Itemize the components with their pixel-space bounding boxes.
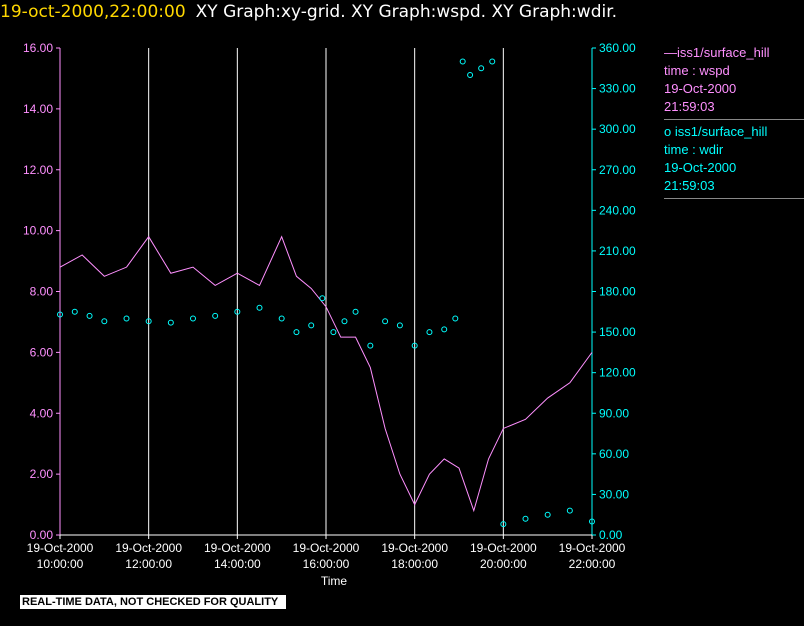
data-point-wdir <box>256 304 263 311</box>
x-tick-label-time: 20:00:00 <box>480 557 527 571</box>
x-tick-label-date: 19-Oct-2000 <box>381 541 448 555</box>
x-tick-label-time: 18:00:00 <box>391 557 438 571</box>
y-left-tick-label: 14.00 <box>23 102 53 116</box>
y-right-tick-label: 120.00 <box>599 366 636 380</box>
legend-wspd-time: 21:59:03 <box>664 99 715 114</box>
data-point-wdir <box>544 511 551 518</box>
data-point-wdir <box>467 72 474 79</box>
data-point-wdir <box>57 311 63 318</box>
data-point-wdir <box>123 315 130 322</box>
data-point-wdir <box>459 58 466 65</box>
data-point-wdir <box>71 308 78 315</box>
data-point-wdir <box>382 318 389 325</box>
legend-wdir-time: 21:59:03 <box>664 178 715 193</box>
legend-wdir-var: time : wdir <box>664 142 724 157</box>
y-left-tick-label: 0.00 <box>30 528 54 542</box>
y-left-tick-label: 10.00 <box>23 224 53 238</box>
data-point-wdir <box>190 315 196 322</box>
legend-wspd-name: iss1/surface_hill <box>677 45 770 60</box>
data-point-wdir <box>330 329 337 336</box>
legend-divider <box>664 119 804 120</box>
y-right-tick-label: 90.00 <box>599 406 629 420</box>
y-right-tick-label: 270.00 <box>599 163 636 177</box>
x-tick-label-date: 19-Oct-2000 <box>293 541 360 555</box>
series-line-wspd <box>59 235 593 513</box>
x-tick-label-date: 19-Oct-2000 <box>204 541 271 555</box>
quality-banner: REAL-TIME DATA, NOT CHECKED FOR QUALITY <box>20 595 287 609</box>
data-point-wdir <box>234 308 241 315</box>
header-date: 19-oct-2000,22:00:00 <box>0 2 186 22</box>
y-left-tick-label: 16.00 <box>23 41 53 55</box>
y-right-tick-label: 30.00 <box>599 487 629 501</box>
data-point-wdir <box>500 521 507 528</box>
data-point-wdir <box>441 326 448 333</box>
x-tick-label-time: 16:00:00 <box>303 557 350 571</box>
data-point-wdir <box>489 58 496 65</box>
x-tick-label-time: 12:00:00 <box>125 557 172 571</box>
x-tick-label-time: 10:00:00 <box>37 557 84 571</box>
y-right-tick-label: 330.00 <box>599 82 636 96</box>
x-tick-label-date: 19-Oct-2000 <box>115 541 182 555</box>
data-point-wdir <box>212 312 219 319</box>
data-point-wdir <box>566 507 573 514</box>
y-left-tick-label: 2.00 <box>30 467 54 481</box>
legend-line-symbol: — <box>664 45 677 60</box>
y-right-tick-label: 60.00 <box>599 447 629 461</box>
x-tick-label-time: 22:00:00 <box>569 557 616 571</box>
legend-entry-wspd: —iss1/surface_hill time : wspd 19-Oct-20… <box>664 44 804 116</box>
data-point-wdir <box>319 295 326 302</box>
y-right-tick-label: 180.00 <box>599 285 636 299</box>
x-axis-label: Time <box>321 574 348 588</box>
x-tick-label-date: 19-Oct-2000 <box>27 541 94 555</box>
y-right-tick-label: 210.00 <box>599 244 636 258</box>
data-point-wdir <box>367 342 374 349</box>
data-point-wdir <box>396 322 403 329</box>
data-point-wdir <box>341 318 348 325</box>
legend-wspd-date: 19-Oct-2000 <box>664 81 737 96</box>
legend-wspd-var: time : wspd <box>664 63 730 78</box>
y-right-tick-label: 360.00 <box>599 41 636 55</box>
y-right-tick-label: 300.00 <box>599 122 636 136</box>
data-point-wdir <box>86 312 93 319</box>
chart-header: 19-oct-2000,22:00:00 XY Graph:xy-grid. XY… <box>0 2 617 22</box>
x-tick-label-date: 19-Oct-2000 <box>559 541 626 555</box>
data-point-wdir <box>101 318 108 325</box>
y-left-tick-label: 8.00 <box>30 285 54 299</box>
y-left-tick-label: 6.00 <box>30 345 54 359</box>
data-point-wdir <box>167 319 174 326</box>
legend-entry-wdir: o iss1/surface_hill time : wdir 19-Oct-2… <box>664 123 804 195</box>
data-point-wdir <box>411 342 418 349</box>
data-point-wdir <box>145 318 152 325</box>
y-left-tick-label: 4.00 <box>30 406 54 420</box>
data-point-wdir <box>308 322 315 329</box>
data-point-wdir <box>352 308 359 315</box>
y-right-tick-label: 150.00 <box>599 325 636 339</box>
data-point-wdir <box>522 515 529 522</box>
header-titles: XY Graph:xy-grid. XY Graph:wspd. XY Grap… <box>195 2 618 22</box>
x-tick-label-time: 14:00:00 <box>214 557 261 571</box>
data-point-wdir <box>278 315 285 322</box>
x-tick-label-date: 19-Oct-2000 <box>470 541 537 555</box>
y-right-tick-label: 0.00 <box>599 528 623 542</box>
data-point-wdir <box>452 315 459 322</box>
data-point-wdir <box>589 518 595 525</box>
data-point-wdir <box>478 65 485 72</box>
y-right-tick-label: 240.00 <box>599 203 636 217</box>
data-point-wdir <box>426 329 433 336</box>
y-left-tick-label: 12.00 <box>23 163 53 177</box>
legend-wdir-name: iss1/surface_hill <box>674 124 768 139</box>
legend-marker-symbol: o <box>664 124 675 139</box>
legend-divider <box>664 198 804 199</box>
legend: —iss1/surface_hill time : wspd 19-Oct-20… <box>664 44 804 202</box>
data-point-wdir <box>293 329 300 336</box>
legend-wdir-date: 19-Oct-2000 <box>664 160 737 175</box>
